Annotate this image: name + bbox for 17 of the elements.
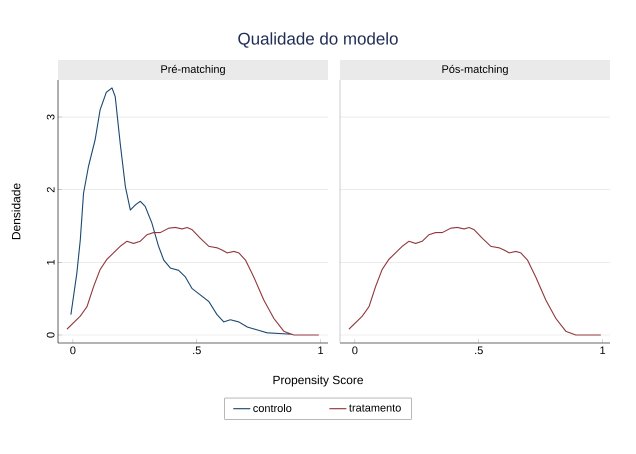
y-tick-label: 1 bbox=[46, 260, 54, 265]
legend-label: tratamento bbox=[349, 404, 401, 412]
x-tick-label: 0 bbox=[70, 346, 76, 354]
legend-label: controlo bbox=[253, 404, 292, 412]
x-tick-label: 0 bbox=[352, 346, 358, 354]
x-tick-label: .5 bbox=[193, 346, 201, 354]
x-tick-label: .5 bbox=[475, 346, 483, 354]
y-axis-title: Densidade bbox=[12, 183, 20, 240]
x-axis-title: Propensity Score bbox=[273, 375, 363, 387]
y-tick-label: 3 bbox=[46, 114, 54, 120]
chart-subtitle: Pré-matching bbox=[161, 64, 225, 76]
y-tick-label: 0 bbox=[46, 332, 54, 338]
chart-title: Qualidade do modelo bbox=[238, 32, 398, 48]
x-tick-label: 1 bbox=[318, 346, 324, 354]
x-tick-label: 1 bbox=[600, 346, 606, 354]
y-tick-label: 2 bbox=[46, 187, 54, 192]
chart-subtitle: Pós-matching bbox=[442, 64, 508, 76]
